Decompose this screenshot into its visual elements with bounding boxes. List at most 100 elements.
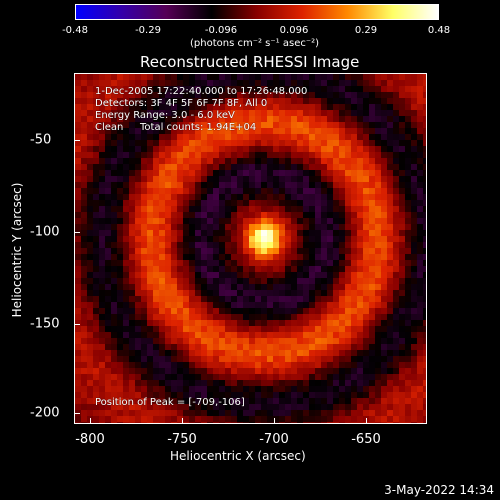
heatmap-cell xyxy=(195,236,201,242)
heatmap-cell xyxy=(315,122,321,128)
heatmap-cell xyxy=(153,380,159,386)
heatmap-cell xyxy=(321,194,327,200)
heatmap-cell xyxy=(363,248,369,254)
heatmap-cell xyxy=(291,422,297,423)
heatmap-cell xyxy=(309,74,315,80)
heatmap-cell xyxy=(423,314,426,320)
heatmap-cell xyxy=(81,218,87,224)
heatmap-cell xyxy=(255,386,261,392)
heatmap-cell xyxy=(255,410,261,416)
total-counts-label: Total counts: 1.94E+04 xyxy=(140,122,257,133)
heatmap-cell xyxy=(267,362,273,368)
heatmap-cell xyxy=(351,110,357,116)
heatmap-cell xyxy=(297,350,303,356)
heatmap-cell xyxy=(225,218,231,224)
heatmap-cell xyxy=(135,158,141,164)
heatmap-cell xyxy=(123,134,129,140)
heatmap-cell xyxy=(105,302,111,308)
heatmap-cell xyxy=(375,278,381,284)
heatmap-cell xyxy=(315,326,321,332)
heatmap-cell xyxy=(99,128,105,134)
heatmap-cell xyxy=(93,308,99,314)
heatmap-cell xyxy=(225,272,231,278)
heatmap-cell xyxy=(177,284,183,290)
heatmap-cell xyxy=(165,350,171,356)
heatmap-cell xyxy=(81,284,87,290)
heatmap-cell xyxy=(417,110,423,116)
heatmap-cell xyxy=(399,416,405,422)
heatmap-cell xyxy=(237,188,243,194)
heatmap-cell xyxy=(135,110,141,116)
heatmap-cell xyxy=(351,284,357,290)
heatmap-cell xyxy=(81,194,87,200)
heatmap-cell xyxy=(177,380,183,386)
heatmap-cell xyxy=(261,104,267,110)
heatmap-cell xyxy=(249,326,255,332)
heatmap-cell xyxy=(267,164,273,170)
heatmap-cell xyxy=(111,314,117,320)
heatmap-cell xyxy=(93,158,99,164)
heatmap-cell xyxy=(189,392,195,398)
heatmap-cell xyxy=(339,356,345,362)
heatmap-cell xyxy=(309,182,315,188)
heatmap-cell xyxy=(225,122,231,128)
heatmap-cell xyxy=(231,86,237,92)
heatmap-cell xyxy=(165,206,171,212)
heatmap-cell xyxy=(411,416,417,422)
heatmap-cell xyxy=(321,128,327,134)
heatmap-cell xyxy=(369,254,375,260)
heatmap-cell xyxy=(123,320,129,326)
heatmap-cell xyxy=(267,404,273,410)
heatmap-cell xyxy=(315,98,321,104)
heatmap-cell xyxy=(285,176,291,182)
heatmap-cell xyxy=(261,254,267,260)
heatmap-cell xyxy=(183,350,189,356)
heatmap-cell xyxy=(87,140,93,146)
heatmap-cell xyxy=(111,230,117,236)
heatmap-cell xyxy=(141,116,147,122)
heatmap-cell xyxy=(147,194,153,200)
heatmap-cell xyxy=(399,254,405,260)
heatmap-cell xyxy=(147,134,153,140)
heatmap-cell xyxy=(261,116,267,122)
heatmap-cell xyxy=(117,302,123,308)
heatmap-cell xyxy=(105,152,111,158)
heatmap-cell xyxy=(255,188,261,194)
heatmap-cell xyxy=(357,380,363,386)
heatmap-cell xyxy=(321,356,327,362)
heatmap-cell xyxy=(351,104,357,110)
heatmap-cell xyxy=(129,116,135,122)
heatmap-cell xyxy=(93,314,99,320)
heatmap-cell xyxy=(117,152,123,158)
heatmap-cell xyxy=(333,380,339,386)
heatmap-cell xyxy=(207,386,213,392)
heatmap-cell xyxy=(411,110,417,116)
heatmap-cell xyxy=(399,362,405,368)
heatmap-cell xyxy=(219,386,225,392)
heatmap-cell xyxy=(315,314,321,320)
heatmap-cell xyxy=(93,392,99,398)
heatmap-cell xyxy=(87,104,93,110)
heatmap-cell xyxy=(147,410,153,416)
heatmap-cell xyxy=(279,380,285,386)
heatmap-cell xyxy=(279,218,285,224)
heatmap-cell xyxy=(111,158,117,164)
heatmap-cell xyxy=(255,206,261,212)
heatmap-cell xyxy=(309,206,315,212)
heatmap-cell xyxy=(357,302,363,308)
heatmap-cell xyxy=(261,122,267,128)
heatmap-cell xyxy=(345,80,351,86)
heatmap-cell xyxy=(99,416,105,422)
heatmap-cell xyxy=(357,344,363,350)
heatmap-cell xyxy=(165,386,171,392)
heatmap-cell xyxy=(267,152,273,158)
heatmap-cell xyxy=(339,266,345,272)
heatmap-cell xyxy=(201,314,207,320)
heatmap-cell xyxy=(345,380,351,386)
heatmap-cell xyxy=(357,104,363,110)
heatmap-cell xyxy=(117,200,123,206)
heatmap-cell xyxy=(339,254,345,260)
heatmap-cell xyxy=(177,86,183,92)
heatmap-cell xyxy=(159,140,165,146)
heatmap-cell xyxy=(309,374,315,380)
